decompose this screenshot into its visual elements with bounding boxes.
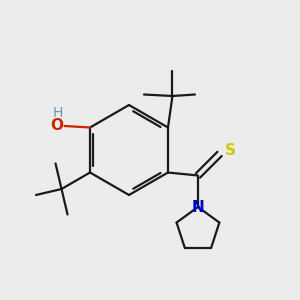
Text: N: N [192,200,204,214]
Text: S: S [225,143,236,158]
Text: O: O [50,118,63,133]
Text: H: H [53,106,63,120]
